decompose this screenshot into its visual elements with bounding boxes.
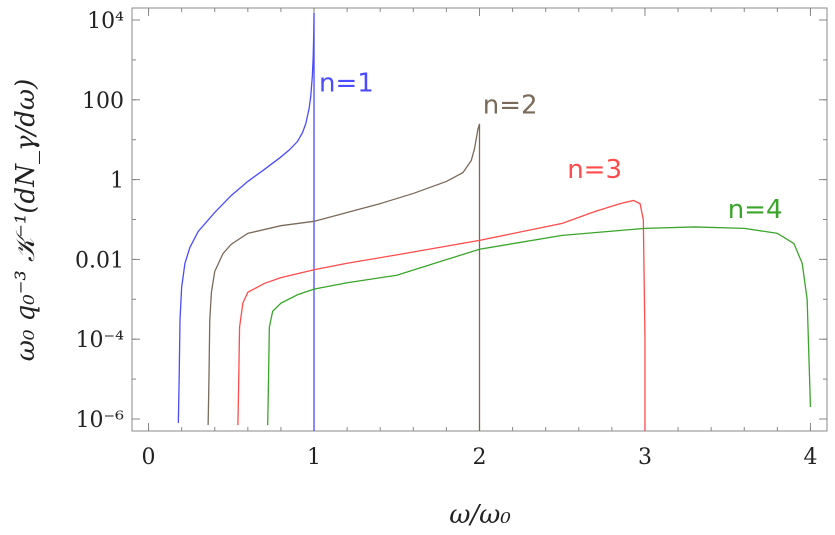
x-tick-label: 0 [142,445,156,470]
y-tick-label: 10⁴ [87,9,124,34]
series-line-4 [267,226,812,426]
series-line-2 [207,123,481,431]
axis-ticks: 0 1 2 3 4 10⁻⁶ 10⁻⁴ 0.01 1 100 10⁴ [75,8,827,470]
y-tick-label: 100 [82,89,124,114]
x-tick-label: 2 [473,445,487,470]
series-lines [177,12,812,431]
x-tick-label: 1 [307,445,321,470]
y-tick-label: 1 [110,169,124,194]
series-line-1 [177,12,315,431]
x-tick-label: 3 [638,445,652,470]
x-axis-title: ω/ω₀ [449,500,511,530]
y-tick-label: 10⁻⁶ [76,408,125,433]
y-tick-label: 10⁻⁴ [76,328,125,353]
series-label-2: n=2 [483,91,538,121]
y-axis-title: ω₀ q₀⁻³ 𝒦⁻¹(dN_γ/dω) [11,79,41,362]
y-tick-label: 0.01 [75,248,124,273]
series-line-3 [237,199,646,431]
series-label-1: n=1 [319,69,374,99]
x-tick-label: 4 [803,445,817,470]
series-label-4: n=4 [728,195,783,225]
series-labels: n=1 n=2 n=3 n=4 [319,69,783,225]
series-label-3: n=3 [567,155,622,185]
